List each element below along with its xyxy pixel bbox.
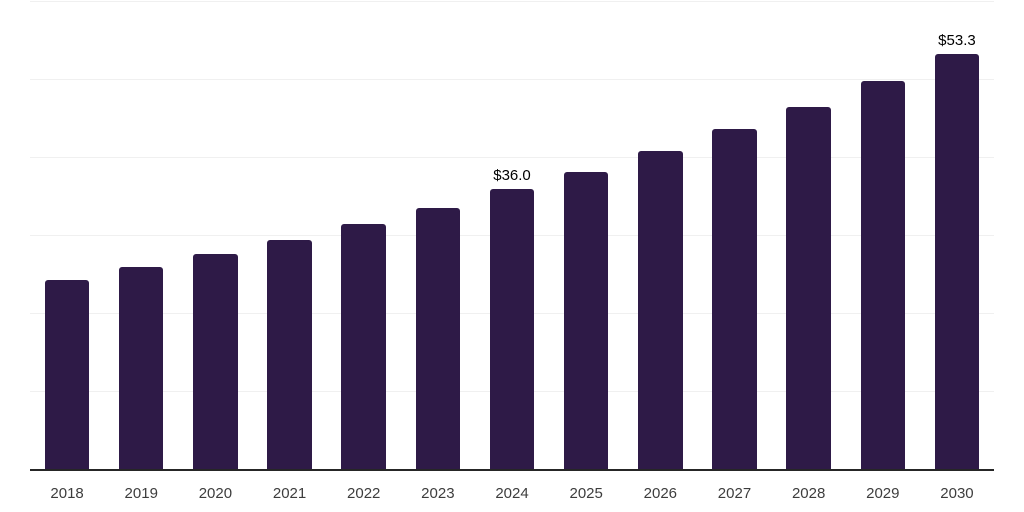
plot-area: $36.0 $53.3 [30,1,994,470]
x-axis-labels: 2018 2019 2020 2021 2022 2023 2024 2025 … [30,470,994,502]
bar [341,224,386,470]
x-axis-tick-label: 2024 [495,485,529,502]
bar-group [327,2,401,470]
bar-group [623,2,697,470]
bar [638,150,683,470]
bar-value-label: $36.0 [493,167,531,185]
bar-group [697,2,771,470]
x-axis-tick-label: 2022 [347,485,381,502]
bar-group [252,2,326,470]
bar-group [401,2,475,470]
bar [563,172,609,470]
gridline [30,157,994,159]
x-axis-tick-label: 2020 [198,485,233,502]
x-axis-tick-label: 2028 [791,485,826,502]
x-axis-line [30,469,994,471]
x-axis-tick-label: 2023 [421,485,455,502]
x-axis-tick-label: 2018 [50,485,84,502]
bar-group [104,2,178,470]
x-axis-tick-label: 2026 [643,485,678,502]
bar-group: $53.3 [920,2,994,470]
bars: $36.0 $53.3 [30,2,994,470]
bar [44,279,90,470]
bar [118,267,164,470]
bar-group [178,2,252,470]
bar-group [846,2,920,470]
bar [860,80,906,470]
bar-group: $36.0 [475,2,549,470]
gridline [30,79,994,80]
bar-group [772,2,846,470]
gridline [30,1,994,2]
bar [193,253,238,470]
bar [712,129,757,470]
bar [415,207,461,470]
bar [267,239,312,470]
bar-value-label: $53.3 [938,32,976,50]
bar [934,54,980,470]
bar-group [549,2,623,470]
bar [786,106,831,470]
x-axis-tick-label: 2021 [272,485,307,502]
x-axis-tick-label: 2030 [940,485,974,502]
x-axis-tick-label: 2019 [124,485,158,502]
bar [489,189,535,470]
x-axis-tick-label: 2025 [569,485,603,502]
bar-group [30,2,104,470]
x-axis-tick-label: 2027 [717,485,752,502]
x-axis-tick-label: 2029 [866,485,900,502]
